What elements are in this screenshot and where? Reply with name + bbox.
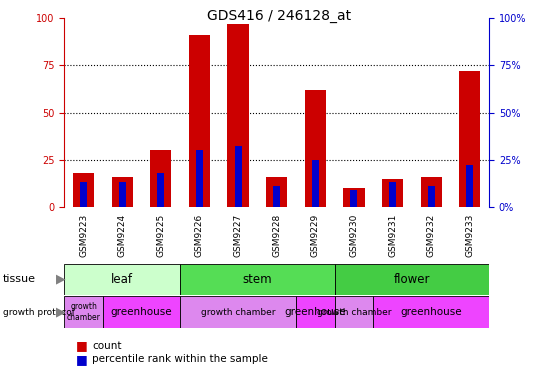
Bar (312, 160, 319, 207)
Text: GSM9231: GSM9231 (388, 213, 397, 257)
Bar (343, 188, 364, 207)
Text: GSM9232: GSM9232 (427, 213, 435, 257)
Text: ▶: ▶ (55, 273, 65, 285)
Text: tissue: tissue (3, 274, 36, 284)
Text: GSM9228: GSM9228 (272, 213, 281, 257)
Text: GSM9223: GSM9223 (79, 213, 88, 257)
Bar (266, 177, 287, 207)
Bar (335, 264, 489, 295)
Text: leaf: leaf (111, 273, 133, 285)
Text: flower: flower (394, 273, 430, 285)
Bar (305, 90, 326, 207)
Bar (196, 150, 203, 207)
Bar (428, 186, 435, 207)
Text: growth
chamber: growth chamber (67, 302, 101, 322)
Bar (382, 179, 403, 207)
Text: ▶: ▶ (55, 306, 65, 318)
Text: count: count (92, 341, 122, 351)
Text: GSM9224: GSM9224 (118, 214, 127, 257)
Bar (296, 296, 335, 328)
Bar (235, 146, 241, 207)
Bar (335, 296, 373, 328)
Text: greenhouse: greenhouse (400, 307, 462, 317)
Text: greenhouse: greenhouse (111, 307, 172, 317)
Bar (466, 165, 473, 207)
Text: stem: stem (243, 273, 272, 285)
Text: growth chamber: growth chamber (201, 307, 276, 317)
Bar (158, 173, 164, 207)
Bar (189, 35, 210, 207)
Text: GSM9226: GSM9226 (195, 213, 204, 257)
Text: GSM9229: GSM9229 (311, 213, 320, 257)
Text: GSM9230: GSM9230 (349, 213, 358, 257)
Bar (389, 182, 396, 207)
Bar (103, 296, 180, 328)
Text: ■: ■ (75, 339, 87, 352)
Text: greenhouse: greenhouse (285, 307, 346, 317)
Bar (459, 71, 480, 207)
Bar (273, 186, 280, 207)
Bar (73, 173, 94, 207)
Bar (64, 264, 180, 295)
Bar (228, 24, 249, 207)
Text: growth protocol: growth protocol (3, 307, 74, 317)
Text: growth chamber: growth chamber (317, 307, 391, 317)
Bar (119, 182, 126, 207)
Text: GSM9227: GSM9227 (234, 213, 243, 257)
Text: GSM9233: GSM9233 (465, 213, 475, 257)
Bar (64, 296, 103, 328)
Bar (80, 182, 87, 207)
Bar (373, 296, 489, 328)
Bar (180, 296, 296, 328)
Bar (350, 190, 357, 207)
Text: ■: ■ (75, 353, 87, 366)
Text: GSM9225: GSM9225 (157, 213, 165, 257)
Bar (420, 177, 442, 207)
Text: GDS416 / 246128_at: GDS416 / 246128_at (207, 9, 352, 23)
Bar (150, 150, 172, 207)
Text: percentile rank within the sample: percentile rank within the sample (92, 354, 268, 365)
Bar (180, 264, 335, 295)
Bar (112, 177, 133, 207)
